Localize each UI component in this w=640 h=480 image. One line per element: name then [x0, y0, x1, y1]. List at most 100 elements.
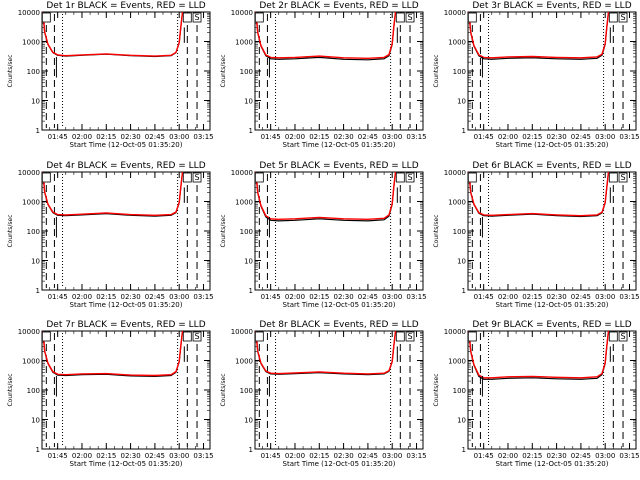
subplot: Det 5r BLACK = Events, RED = LLD 1 10 100 10…	[220, 161, 427, 309]
y-tick-label: 1000	[235, 358, 253, 366]
x-tick-label: 01:45	[474, 133, 494, 141]
y-tick-label: 10000	[444, 169, 466, 177]
y-tick-label: 1000	[448, 39, 466, 47]
plot-title: Det 3r BLACK = Events, RED = LLD	[472, 1, 631, 11]
series-line-lld	[42, 331, 184, 377]
series-line-lld	[42, 172, 184, 217]
y-tick-label: 1	[462, 446, 466, 454]
x-tick-label: 02:30	[120, 133, 140, 141]
x-tick-label: 02:15	[522, 293, 542, 301]
x-tick-label: 02:15	[309, 133, 329, 141]
subplot: Det 3r BLACK = Events, RED = LLD 1 10 100 10…	[433, 1, 640, 149]
series-line-events	[255, 12, 397, 61]
y-axis-label: Counts/sec	[433, 214, 440, 247]
flag-box	[41, 331, 51, 342]
x-tick-label: 02:15	[96, 293, 116, 301]
x-tick-label: 02:15	[309, 293, 329, 301]
subplot: Det 2r BLACK = Events, RED = LLD 1 10 100 10…	[220, 1, 427, 149]
flag-label: S	[194, 13, 199, 22]
y-tick-label: 100	[27, 387, 40, 395]
series-line-events	[468, 331, 610, 380]
plot-title: Det 4r BLACK = Events, RED = LLD	[46, 161, 205, 171]
flag-box	[608, 12, 618, 23]
flag-box	[618, 12, 628, 23]
flag-box	[254, 12, 264, 23]
x-tick-label: 01:45	[474, 293, 494, 301]
x-tick-label: 01:45	[261, 293, 281, 301]
y-axis-label: Counts/sec	[7, 373, 14, 406]
x-tick-label: 02:30	[546, 452, 566, 460]
y-axis-label: Counts/sec	[433, 54, 440, 87]
y-tick-label: 100	[240, 387, 253, 395]
x-tick-label: 03:15	[406, 133, 426, 141]
subplot: Det 4r BLACK = Events, RED = LLD 1 10 100 10…	[7, 161, 214, 309]
x-tick-label: 03:00	[595, 293, 615, 301]
x-tick-label: 01:45	[48, 293, 68, 301]
flag-box	[618, 172, 628, 183]
x-tick-label: 03:15	[193, 452, 213, 460]
flag-box	[467, 331, 477, 342]
x-tick-label: 03:15	[619, 452, 639, 460]
y-tick-label: 100	[453, 228, 466, 236]
y-tick-label: 1	[36, 127, 40, 135]
y-tick-label: 10	[244, 98, 253, 106]
x-tick-label: 03:00	[595, 452, 615, 460]
y-tick-label: 10000	[231, 9, 253, 17]
flag-box	[395, 12, 405, 23]
x-tick-label: 02:15	[96, 133, 116, 141]
y-tick-label: 10	[457, 98, 466, 106]
flag-label: S	[194, 173, 199, 182]
x-tick-label: 01:45	[261, 133, 281, 141]
y-tick-label: 100	[27, 68, 40, 76]
x-tick-label: 02:45	[571, 293, 591, 301]
x-axis-label: Start Time (12-Oct-05 01:35:20)	[70, 301, 183, 309]
flag-box	[467, 12, 477, 23]
plot-lines	[468, 172, 610, 218]
x-tick-label: 03:15	[619, 133, 639, 141]
flag-label: S	[407, 13, 412, 22]
x-tick-label: 02:00	[285, 133, 305, 141]
x-tick-label: 03:00	[382, 133, 402, 141]
y-tick-label: 1000	[235, 199, 253, 207]
y-tick-label: 10000	[444, 328, 466, 336]
y-tick-label: 1000	[448, 358, 466, 366]
x-tick-label: 03:15	[406, 293, 426, 301]
series-line-events	[255, 172, 397, 222]
x-tick-label: 02:30	[333, 293, 353, 301]
series-line-lld	[468, 12, 610, 59]
subplot: Det 6r BLACK = Events, RED = LLD 1 10 100 10…	[433, 161, 640, 309]
y-tick-label: 10	[457, 417, 466, 425]
y-tick-label: 10	[244, 258, 253, 266]
x-axis-label: Start Time (12-Oct-05 01:35:20)	[283, 460, 396, 468]
flag-label: S	[407, 173, 412, 182]
y-tick-label: 100	[240, 228, 253, 236]
y-tick-label: 10	[31, 258, 40, 266]
x-tick-label: 02:00	[498, 133, 518, 141]
x-axis-label: Start Time (12-Oct-05 01:35:20)	[283, 301, 396, 309]
flag-box	[182, 331, 192, 342]
y-tick-label: 10000	[231, 328, 253, 336]
x-tick-label: 02:30	[546, 133, 566, 141]
y-tick-label: 1000	[22, 358, 40, 366]
series-line-lld	[255, 331, 397, 375]
x-tick-label: 02:30	[546, 293, 566, 301]
x-tick-label: 02:00	[72, 293, 92, 301]
y-tick-label: 1000	[22, 199, 40, 207]
flag-box	[405, 12, 415, 23]
x-axis-label: Start Time (12-Oct-05 01:35:20)	[496, 460, 609, 468]
plot-title: Det 9r BLACK = Events, RED = LLD	[472, 320, 631, 330]
flag-box	[192, 331, 202, 342]
x-tick-label: 02:45	[145, 133, 165, 141]
x-tick-label: 01:45	[48, 452, 68, 460]
x-tick-label: 02:30	[333, 452, 353, 460]
x-tick-label: 02:15	[309, 452, 329, 460]
plot-lines	[255, 331, 397, 376]
series-line-events	[42, 172, 184, 217]
plot-lines	[42, 331, 184, 377]
x-tick-label: 03:15	[406, 452, 426, 460]
plot-lines	[255, 172, 397, 222]
y-axis-label: Counts/sec	[220, 373, 227, 406]
series-line-lld	[255, 12, 397, 59]
subplot: Det 1r BLACK = Events, RED = LLD 1 10 100 10…	[7, 1, 214, 149]
x-tick-label: 02:00	[498, 452, 518, 460]
